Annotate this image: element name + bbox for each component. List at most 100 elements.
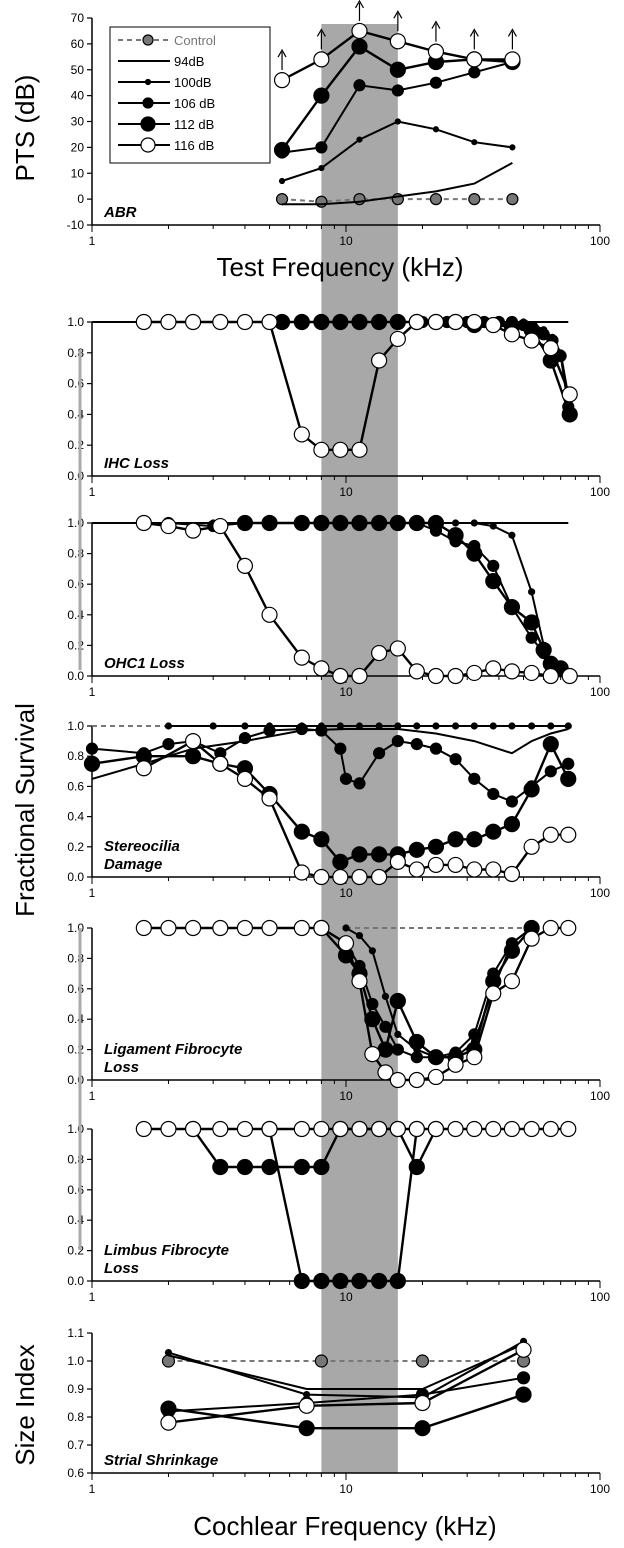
data-point bbox=[313, 1120, 330, 1138]
panel-label: Stereocilia bbox=[104, 838, 180, 855]
data-point bbox=[315, 724, 328, 737]
data-point bbox=[427, 514, 445, 532]
data-point bbox=[466, 664, 483, 682]
data-point bbox=[470, 519, 478, 527]
data-point bbox=[542, 340, 559, 357]
data-point bbox=[313, 919, 330, 937]
y-tick-label: 0 bbox=[77, 192, 84, 206]
x-tick-label: 1 bbox=[89, 1482, 96, 1496]
data-point bbox=[389, 1120, 406, 1138]
x-axis-title-cochlear-frequency: Cochlear Frequency (kHz) bbox=[193, 1511, 496, 1541]
data-point bbox=[293, 313, 310, 331]
data-point bbox=[364, 1046, 381, 1063]
data-point bbox=[523, 1120, 540, 1138]
data-point bbox=[212, 1158, 229, 1176]
data-point bbox=[408, 1071, 425, 1089]
data-point bbox=[468, 193, 481, 206]
data-point bbox=[236, 770, 254, 787]
legend-marker bbox=[140, 137, 156, 153]
data-point bbox=[561, 386, 578, 403]
data-point bbox=[371, 313, 388, 331]
y-tick-label: 0.8 bbox=[67, 1152, 84, 1166]
y-tick-label: 0.7 bbox=[67, 1438, 84, 1452]
data-point bbox=[261, 1158, 278, 1176]
y-tick-label: 1.0 bbox=[67, 921, 84, 935]
data-point bbox=[334, 742, 347, 755]
data-point bbox=[503, 326, 521, 343]
panel-label: ABR bbox=[103, 204, 137, 221]
data-point bbox=[273, 141, 291, 159]
data-point bbox=[315, 141, 328, 154]
data-point bbox=[332, 313, 349, 331]
series-line bbox=[168, 1393, 524, 1430]
legend-entry: 100dB bbox=[174, 75, 212, 90]
data-point bbox=[351, 667, 368, 685]
data-point bbox=[313, 660, 330, 677]
data-point bbox=[523, 781, 540, 798]
data-point bbox=[371, 846, 388, 863]
data-point bbox=[236, 313, 254, 331]
data-point bbox=[184, 313, 202, 331]
panel-label: OHC1 Loss bbox=[104, 655, 185, 672]
data-point bbox=[528, 722, 536, 730]
data-point bbox=[449, 753, 462, 766]
data-point bbox=[160, 517, 177, 535]
data-point bbox=[427, 1120, 445, 1138]
data-point bbox=[364, 1011, 381, 1028]
data-point bbox=[447, 313, 464, 331]
data-point bbox=[293, 1272, 310, 1290]
data-point bbox=[414, 1394, 431, 1412]
y-tick-label: 0.8 bbox=[67, 951, 84, 965]
data-point bbox=[466, 861, 483, 878]
data-point bbox=[371, 644, 388, 662]
data-point bbox=[212, 313, 229, 331]
data-point bbox=[293, 649, 310, 666]
data-point bbox=[535, 641, 552, 659]
series-line bbox=[143, 926, 569, 1082]
data-point bbox=[391, 84, 404, 97]
y-tick-label: 0.6 bbox=[67, 577, 84, 591]
data-point bbox=[509, 144, 516, 151]
data-point bbox=[389, 330, 406, 348]
x-tick-label: 10 bbox=[339, 1290, 353, 1304]
y-axis-title-size: Size Index bbox=[10, 1344, 40, 1465]
data-point bbox=[466, 51, 483, 68]
data-point bbox=[135, 313, 152, 331]
data-point bbox=[83, 755, 101, 772]
data-point bbox=[241, 722, 249, 730]
data-point bbox=[273, 71, 291, 89]
data-point bbox=[353, 777, 366, 790]
data-point bbox=[508, 531, 516, 539]
x-tick-label: 10 bbox=[339, 1089, 353, 1103]
data-point bbox=[332, 853, 349, 871]
data-point bbox=[381, 992, 390, 1001]
x-tick-label: 1 bbox=[89, 886, 96, 900]
y-axis-title-pts: PTS (dB) bbox=[10, 75, 40, 182]
panel-label: Loss bbox=[104, 1059, 139, 1076]
data-point bbox=[523, 838, 540, 855]
data-point bbox=[313, 1272, 330, 1290]
data-point bbox=[389, 61, 406, 78]
x-tick-label: 100 bbox=[590, 1290, 610, 1304]
data-point bbox=[523, 332, 540, 349]
data-point bbox=[332, 667, 349, 685]
y-tick-label: 0.2 bbox=[67, 1043, 84, 1057]
y-tick-label: 1.0 bbox=[67, 1122, 84, 1136]
data-point bbox=[261, 313, 278, 331]
data-point bbox=[164, 722, 173, 730]
data-point bbox=[351, 313, 368, 331]
data-point bbox=[528, 588, 536, 596]
data-point bbox=[314, 1354, 328, 1368]
data-point bbox=[447, 667, 464, 685]
data-point bbox=[332, 1120, 349, 1138]
data-point bbox=[355, 931, 364, 940]
legend-marker bbox=[140, 116, 156, 132]
series-line bbox=[168, 1348, 525, 1424]
data-point bbox=[503, 599, 521, 616]
y-tick-label: 0.6 bbox=[67, 1183, 84, 1197]
data-point bbox=[371, 352, 388, 369]
data-point bbox=[184, 1120, 202, 1138]
data-point bbox=[236, 557, 254, 574]
y-tick-label: 0.0 bbox=[67, 1274, 84, 1288]
data-point bbox=[236, 1120, 254, 1138]
